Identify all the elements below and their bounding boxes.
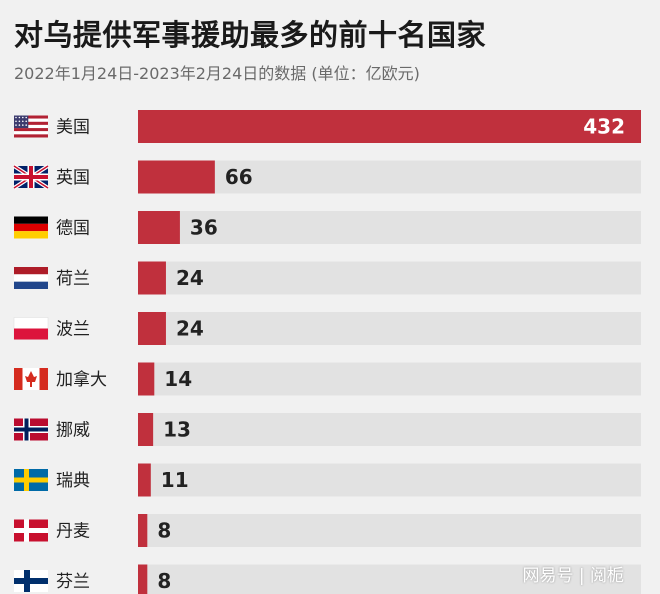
bar-track <box>138 160 641 194</box>
bar <box>138 211 180 244</box>
category-label: 英国 <box>56 168 90 188</box>
bar <box>138 463 151 497</box>
bar-track <box>138 514 641 547</box>
bar <box>138 160 215 194</box>
category-label: 挪威 <box>56 421 90 441</box>
bar <box>138 362 155 396</box>
value-label: 24 <box>176 266 204 290</box>
bar <box>138 261 166 295</box>
bar-track <box>138 312 641 345</box>
bar-track <box>138 463 641 497</box>
bar <box>138 564 148 594</box>
bar <box>138 413 154 446</box>
category-label: 加拿大 <box>56 369 107 390</box>
us-flag-icon <box>14 115 48 138</box>
bar-track <box>138 362 641 396</box>
germany-flag-icon <box>14 216 48 239</box>
chart-title: 对乌提供军事援助最多的前十名国家 <box>14 18 487 52</box>
chart-subtitle: 2022年1月24日-2023年2月24日的数据 (单位：亿欧元) <box>14 64 420 83</box>
category-label: 瑞典 <box>56 471 90 491</box>
category-label: 波兰 <box>56 320 90 340</box>
category-label: 荷兰 <box>56 269 90 289</box>
canada-flag-icon <box>14 368 48 390</box>
value-label: 8 <box>157 569 171 593</box>
uk-flag-icon <box>12 164 50 190</box>
value-label: 24 <box>176 317 204 341</box>
category-label: 美国 <box>56 118 90 138</box>
poland-flag-icon <box>13 317 49 340</box>
sweden-flag-icon <box>14 469 48 491</box>
bar <box>138 110 641 143</box>
bar <box>138 514 148 547</box>
value-label: 11 <box>161 468 189 492</box>
denmark-flag-icon <box>14 519 48 542</box>
finland-flag-icon <box>14 570 48 592</box>
bar-track <box>138 413 641 446</box>
value-label: 66 <box>225 165 253 189</box>
value-label: 13 <box>163 418 191 442</box>
value-label: 432 <box>583 115 625 139</box>
value-label: 36 <box>190 216 218 240</box>
value-label: 14 <box>164 367 192 391</box>
category-label: 芬兰 <box>56 572 90 592</box>
bar-track <box>138 261 641 295</box>
category-label: 德国 <box>56 219 90 239</box>
category-label: 丹麦 <box>56 522 90 542</box>
watermark: 网易号 | 阅栀 <box>522 566 624 586</box>
norway-flag-icon <box>14 418 48 441</box>
bar-track <box>138 564 641 594</box>
netherlands-flag-icon <box>14 267 48 289</box>
bar <box>138 312 166 345</box>
bar-track <box>138 211 641 244</box>
value-label: 8 <box>157 519 171 543</box>
